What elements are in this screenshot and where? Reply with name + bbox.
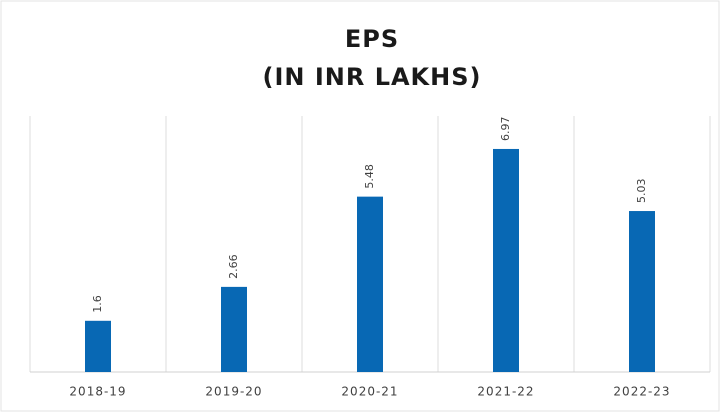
x-tick-label: 2022-23 [613,385,670,399]
x-tick-label: 2019-20 [205,385,262,399]
data-label: 6.97 [499,116,512,141]
data-label: 5.03 [635,179,648,204]
bar [493,148,519,372]
chart-title: EPS [345,25,399,53]
data-label: 5.48 [363,164,376,189]
bar [85,320,111,372]
chart-subtitle: (IN INR LAKHS) [263,63,482,91]
bar [357,196,383,372]
x-tick-label: 2021-22 [477,385,534,399]
bar [629,211,655,372]
x-tick-label: 2020-21 [341,385,398,399]
data-label: 1.6 [91,295,104,313]
bar [221,286,247,372]
data-label: 2.66 [227,254,240,279]
x-tick-label: 2018-19 [69,385,126,399]
